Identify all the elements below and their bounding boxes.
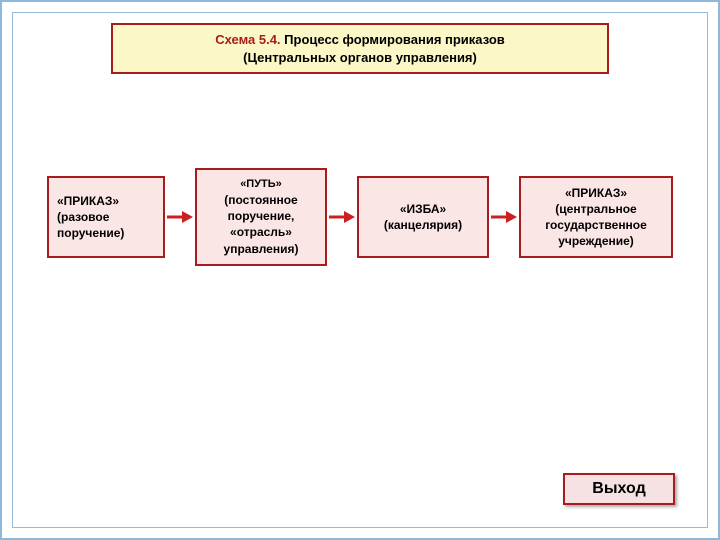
title-main: Процесс формирования приказов [284, 32, 505, 47]
node-line: поручение, [228, 208, 295, 224]
title-accent: Схема 5.4. [215, 32, 280, 47]
exit-label: Выход [592, 480, 645, 497]
arrow-icon [329, 210, 355, 224]
node-line: поручение) [57, 225, 124, 241]
node-line: государственное [545, 217, 647, 233]
arrow-icon [167, 210, 193, 224]
node-title: «ПРИКАЗ» [57, 193, 119, 209]
node-line: (постоянное [224, 192, 297, 208]
flow-node: «ПРИКАЗ»(центральноегосударственноеучреж… [519, 176, 673, 258]
node-line: учреждение) [558, 233, 634, 249]
title-line-1: Схема 5.4. Процесс формирования приказов [127, 31, 593, 49]
node-title: «ИЗБА» [400, 201, 446, 217]
node-title: «ПРИКАЗ» [565, 185, 627, 201]
node-title: «ПУТЬ» [240, 177, 282, 192]
outer-frame: Схема 5.4. Процесс формирования приказов… [0, 0, 720, 540]
node-line: (центральное [555, 201, 636, 217]
node-line: «отрасль» [230, 224, 292, 240]
flow-row: «ПРИКАЗ»(разовоепоручение)«ПУТЬ»(постоян… [13, 168, 707, 266]
inner-frame: Схема 5.4. Процесс формирования приказов… [12, 12, 708, 528]
arrow-icon [491, 210, 517, 224]
flow-node: «ПУТЬ»(постоянноепоручение,«отрасль»упра… [195, 168, 327, 266]
flow-node: «ПРИКАЗ»(разовоепоручение) [47, 176, 165, 258]
flow-node: «ИЗБА»(канцелярия) [357, 176, 489, 258]
diagram-title-box: Схема 5.4. Процесс формирования приказов… [111, 23, 609, 74]
node-line: управления) [224, 241, 299, 257]
node-line: (разовое [57, 209, 109, 225]
node-line: (канцелярия) [384, 217, 462, 233]
exit-button[interactable]: Выход [563, 473, 675, 505]
title-sub: (Центральных органов управления) [127, 49, 593, 67]
